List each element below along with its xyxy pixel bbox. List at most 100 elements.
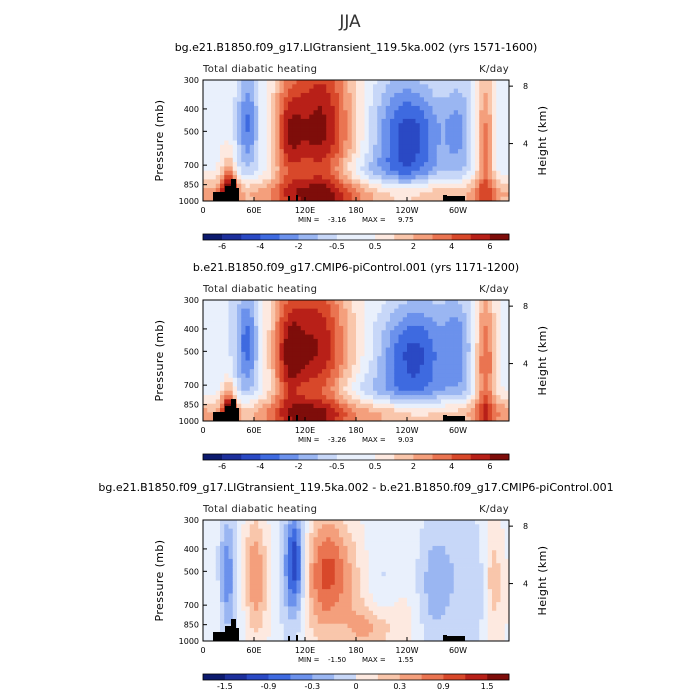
heatmap-cell bbox=[432, 351, 438, 357]
heatmap-cell bbox=[445, 304, 450, 310]
max-label: MAX = bbox=[362, 436, 386, 444]
heatmap-cell bbox=[487, 123, 493, 128]
heatmap-cell bbox=[424, 183, 429, 189]
heatmap-cell bbox=[232, 308, 238, 314]
heatmap-cell bbox=[330, 403, 336, 409]
heatmap-cell bbox=[479, 416, 484, 422]
heatmap-cell bbox=[390, 321, 395, 327]
heatmap-cell bbox=[424, 416, 429, 422]
heatmap-cell bbox=[390, 179, 395, 185]
heatmap-cell bbox=[364, 386, 370, 392]
heatmap-cell bbox=[360, 157, 365, 163]
heatmap-cell bbox=[458, 179, 463, 185]
heatmap-cell bbox=[215, 175, 221, 180]
heatmap-cell bbox=[458, 334, 463, 340]
heatmap-cell bbox=[262, 192, 268, 198]
heatmap-cell bbox=[279, 144, 285, 150]
heatmap-cell bbox=[224, 550, 229, 555]
heatmap-cell bbox=[381, 127, 387, 133]
heatmap-cell bbox=[283, 615, 289, 620]
heatmap-cell bbox=[283, 558, 289, 564]
heatmap-cell bbox=[203, 196, 208, 202]
heatmap-cell bbox=[381, 183, 387, 189]
heatmap-cell bbox=[428, 88, 433, 94]
heatmap-cell bbox=[368, 136, 374, 141]
heatmap-cell bbox=[394, 92, 399, 98]
heatmap-cell bbox=[292, 162, 297, 167]
heatmap-cell bbox=[402, 390, 408, 396]
heatmap-cell bbox=[271, 170, 276, 176]
heatmap-cell bbox=[309, 403, 314, 409]
heatmap-cell bbox=[292, 140, 297, 146]
heatmap-cell bbox=[237, 153, 242, 159]
heatmap-cell bbox=[232, 131, 238, 137]
heatmap-cell bbox=[300, 408, 306, 413]
heatmap-cell bbox=[254, 118, 259, 124]
heatmap-cell bbox=[317, 584, 323, 590]
heatmap-cell bbox=[283, 110, 289, 115]
heatmap-cell bbox=[428, 80, 433, 85]
heatmap-cell bbox=[398, 153, 404, 159]
heatmap-cell bbox=[377, 399, 382, 405]
heatmap-cell bbox=[207, 110, 212, 115]
heatmap-cell bbox=[504, 412, 510, 418]
heatmap-cell bbox=[254, 567, 259, 573]
heatmap-cell bbox=[441, 123, 446, 128]
heatmap-cell bbox=[313, 334, 319, 340]
heatmap-cell bbox=[415, 183, 421, 189]
heatmap-cell bbox=[470, 92, 476, 98]
heatmap-cell bbox=[237, 325, 242, 331]
heatmap-cell bbox=[411, 343, 416, 348]
heatmap-cell bbox=[275, 338, 280, 344]
heatmap-cell bbox=[232, 157, 238, 163]
heatmap-cell bbox=[258, 369, 263, 374]
heatmap-cell bbox=[381, 325, 387, 331]
heatmap-cell bbox=[232, 390, 238, 396]
heatmap-cell bbox=[483, 118, 489, 124]
heatmap-cell bbox=[385, 408, 391, 413]
heatmap-cell bbox=[317, 623, 323, 629]
heatmap-cell bbox=[351, 325, 357, 331]
heatmap-cell bbox=[249, 179, 255, 185]
heatmap-cell bbox=[322, 593, 327, 599]
heatmap-cell bbox=[288, 166, 293, 172]
heatmap-cell bbox=[466, 196, 472, 202]
heatmap-cell bbox=[258, 623, 263, 629]
heatmap-cell bbox=[479, 131, 484, 137]
heatmap-cell bbox=[368, 123, 374, 128]
heatmap-cell bbox=[385, 149, 391, 154]
heatmap-cell bbox=[504, 131, 510, 137]
heatmap-cell bbox=[249, 308, 255, 314]
heatmap-cell bbox=[245, 192, 251, 198]
heatmap-cell bbox=[428, 183, 433, 189]
heatmap-cell bbox=[424, 325, 429, 331]
heatmap-cell bbox=[292, 584, 297, 590]
heatmap-cell bbox=[453, 170, 459, 176]
heatmap-cell bbox=[351, 403, 357, 409]
x-tick-label: 120E bbox=[295, 206, 315, 215]
heatmap-cell bbox=[262, 545, 268, 551]
heatmap-cell bbox=[398, 377, 404, 383]
heatmap-cell bbox=[394, 347, 399, 353]
heatmap-cell bbox=[381, 97, 387, 103]
heatmap-cell bbox=[309, 188, 314, 193]
heatmap-cell bbox=[381, 84, 387, 90]
heatmap-cell bbox=[500, 386, 506, 392]
heatmap-cell bbox=[381, 347, 387, 353]
heatmap-cell bbox=[300, 149, 306, 154]
heatmap-cell bbox=[211, 325, 217, 331]
heatmap-cell bbox=[351, 127, 357, 133]
heatmap-cell bbox=[441, 183, 446, 189]
heatmap-cell bbox=[496, 343, 501, 348]
heatmap-cell bbox=[453, 312, 459, 318]
heatmap-cell bbox=[288, 537, 293, 543]
heatmap-cell bbox=[343, 321, 348, 327]
heatmap-cell bbox=[436, 162, 442, 167]
heatmap-cell bbox=[458, 382, 463, 387]
heatmap-cell bbox=[381, 334, 387, 340]
heatmap-cell bbox=[492, 153, 497, 159]
heatmap-cell bbox=[432, 386, 438, 392]
heatmap-cell bbox=[330, 136, 336, 141]
heatmap-cell bbox=[449, 382, 455, 387]
heatmap-cell bbox=[390, 330, 395, 335]
